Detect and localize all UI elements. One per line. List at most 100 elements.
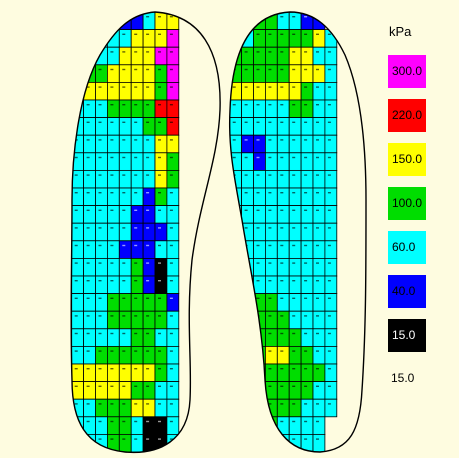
left-sensor-cell — [154, 363, 168, 383]
right-sensor-cell — [288, 363, 302, 383]
right-sensor-cell — [300, 328, 314, 347]
left-sensor-cell — [83, 398, 96, 418]
left-sensor-cell — [142, 99, 156, 119]
left-sensor-cell — [130, 222, 144, 242]
right-sensor-marker — [232, 192, 236, 194]
right-sensor-cell — [288, 293, 302, 312]
left-sensor-cell — [154, 381, 168, 400]
right-sensor-cell — [288, 12, 302, 31]
left-sensor-cell — [95, 328, 108, 347]
right-sensor-cell — [288, 381, 302, 400]
right-sensor-cell — [276, 117, 290, 136]
right-sensor-marker — [244, 209, 248, 211]
right-sensor-marker — [268, 403, 272, 405]
left-sensor-marker — [98, 385, 102, 387]
left-sensor-marker — [74, 86, 78, 88]
left-sensor-marker — [158, 315, 161, 317]
right-sensor-marker — [304, 139, 308, 141]
right-sensor-marker — [244, 33, 248, 35]
right-sensor-cell — [241, 205, 254, 224]
left-sensor-cell — [166, 257, 180, 277]
left-sensor-marker — [86, 280, 90, 282]
right-sensor-marker — [232, 156, 236, 159]
left-sensor-cell — [130, 29, 144, 48]
left-sensor-marker — [122, 121, 126, 123]
right-sensor-marker — [304, 156, 308, 159]
right-sensor-marker — [327, 51, 331, 53]
right-sensor-cell — [264, 310, 278, 330]
left-sensor-cell — [142, 363, 156, 383]
left-sensor-marker — [169, 227, 173, 229]
right-sensor-marker — [280, 368, 284, 370]
left-sensor-marker — [86, 262, 90, 264]
left-sensor-cell — [142, 82, 156, 101]
right-sensor-marker — [327, 104, 331, 106]
right-sensor-marker — [304, 297, 308, 299]
right-sensor-marker — [280, 262, 284, 264]
right-sensor-cell — [253, 222, 266, 242]
right-sensor-cell — [229, 46, 242, 66]
right-sensor-cell — [276, 328, 290, 347]
left-sensor-cell — [154, 205, 168, 224]
right-sensor-cell — [324, 363, 338, 383]
left-sensor-marker — [110, 139, 114, 141]
right-sensor-cell — [288, 99, 302, 119]
left-sensor-marker — [98, 68, 102, 71]
left-sensor-cell — [107, 46, 120, 66]
left-sensor-cell — [154, 293, 168, 312]
left-sensor-cell — [154, 12, 168, 31]
right-sensor-marker — [244, 262, 248, 264]
left-sensor-marker — [98, 174, 102, 176]
left-sensor-cell — [142, 12, 156, 31]
right-sensor-marker — [292, 139, 296, 141]
right-sensor-cell — [229, 99, 242, 119]
left-sensor-marker — [169, 33, 173, 35]
right-sensor-marker — [268, 139, 272, 141]
left-sensor-cell — [83, 29, 96, 48]
right-sensor-cell — [300, 293, 314, 312]
left-sensor-cell — [71, 187, 84, 207]
left-sensor-cell — [107, 398, 120, 418]
left-sensor-marker — [110, 385, 114, 387]
left-sensor-cell — [83, 310, 96, 330]
left-sensor-cell — [130, 345, 144, 365]
left-sensor-marker — [146, 297, 150, 299]
left-sensor-marker — [74, 280, 78, 282]
left-sensor-cell — [71, 46, 84, 66]
left-sensor-cell — [107, 257, 120, 277]
right-sensor-marker — [304, 174, 308, 176]
right-sensor-marker — [256, 33, 260, 35]
right-insole-map — [229, 12, 338, 452]
left-sensor-cell — [166, 46, 180, 66]
left-sensor-marker — [134, 68, 138, 71]
left-sensor-marker — [98, 227, 102, 229]
right-sensor-marker — [268, 385, 272, 387]
right-sensor-marker — [268, 51, 272, 53]
right-sensor-marker — [292, 280, 296, 282]
legend-band-15-0: 15.0 — [388, 319, 426, 352]
right-sensor-cell — [241, 12, 254, 31]
right-sensor-marker — [256, 438, 260, 440]
right-sensor-marker — [316, 350, 319, 352]
right-sensor-cell — [288, 222, 302, 242]
right-sensor-marker — [304, 209, 308, 211]
right-sensor-cell — [264, 363, 278, 383]
right-sensor-cell — [312, 205, 326, 224]
left-sensor-cell — [166, 99, 180, 119]
left-sensor-cell — [118, 240, 132, 259]
left-sensor-cell — [166, 363, 180, 383]
left-sensor-cell — [154, 134, 168, 154]
left-sensor-marker — [86, 332, 90, 335]
right-sensor-marker — [280, 297, 284, 299]
right-sensor-marker — [304, 68, 308, 71]
left-sensor-marker — [146, 33, 150, 35]
left-sensor-marker — [98, 121, 102, 123]
right-sensor-cell — [229, 363, 242, 383]
left-sensor-marker — [158, 350, 161, 352]
right-sensor-marker — [256, 192, 260, 194]
left-sensor-cell — [71, 257, 84, 277]
right-sensor-marker — [304, 368, 308, 370]
left-sensor-marker — [110, 174, 114, 176]
right-sensor-cell — [276, 187, 290, 207]
right-sensor-cell — [229, 398, 242, 418]
